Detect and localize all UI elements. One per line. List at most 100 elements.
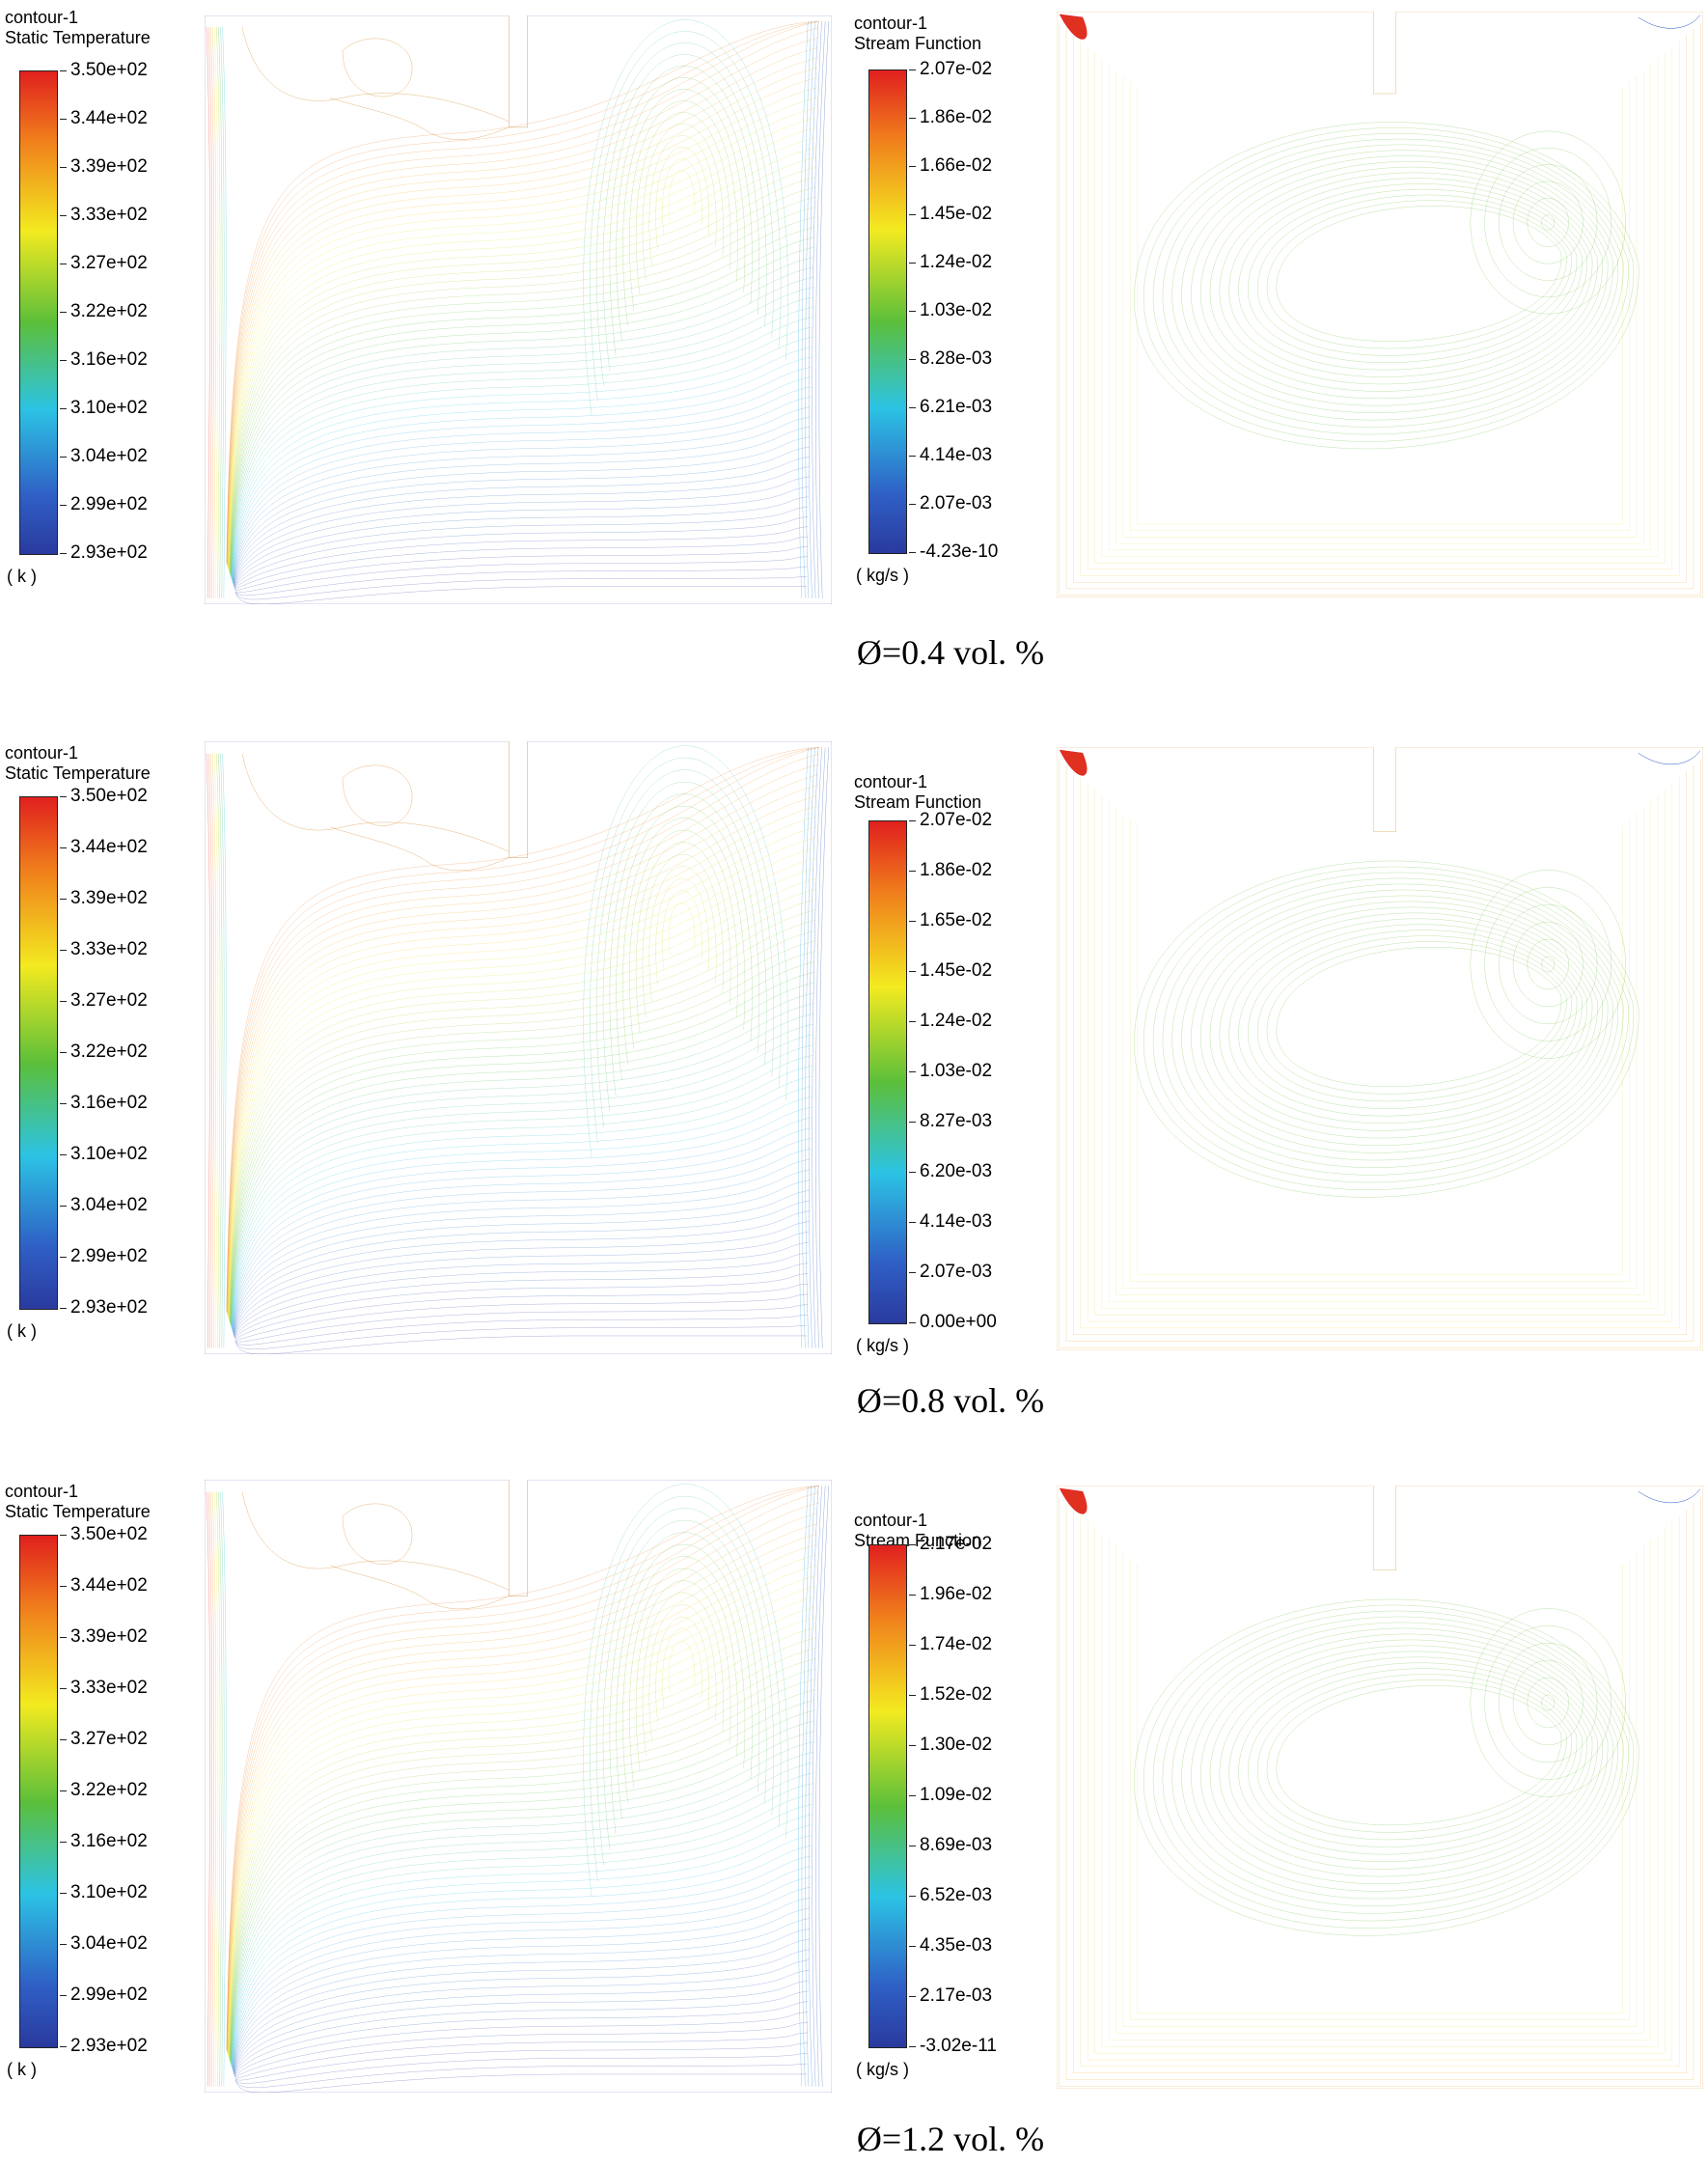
contour-line [234,1887,811,2070]
contour-line [234,467,810,587]
contour-line [819,747,829,1347]
contour-line [234,2002,808,2077]
contour-line [798,1485,808,2086]
contour-line [231,1004,813,1326]
temperature-tick-label: 3.16e+02 [60,1831,148,1851]
contour-line [232,337,812,580]
contour-line [234,407,811,584]
temperature-tick-label: 3.39e+02 [60,1626,148,1647]
contour-line [1257,195,1572,355]
contour-line [1182,890,1613,1160]
contour-line [643,854,724,1017]
contour-line [231,247,814,575]
contour-line [809,1485,818,2086]
contour-line [234,497,809,588]
contour-line [1172,884,1618,1168]
contour-line [229,1617,815,2057]
temperature-unit-label: ( k ) [7,567,37,586]
contour-line [1116,1546,1644,2034]
contour-line [1210,167,1597,391]
stream-tick-label: 6.20e-03 [908,1161,993,1181]
contour-line [1116,70,1644,543]
contour-line [806,1485,815,2086]
contour-line [1081,41,1679,575]
stream-tick-label: 1.52e-02 [908,1684,993,1705]
contour-line [234,1960,810,2075]
stream-tick-label: 2.17e-03 [908,1985,993,2006]
contour-line [584,1485,788,1898]
contour-line [231,1742,813,2065]
contour-line [1109,65,1650,550]
contour-line [232,1784,813,2067]
contour-line [234,477,810,587]
contour-line [1248,930,1577,1109]
contour-line [216,27,220,598]
contour-line [234,1939,810,2073]
contour-line [1143,127,1634,441]
temperature-tick-label: 3.27e+02 [60,990,148,1011]
contour-line [233,1835,812,2068]
contour-line [227,21,818,564]
contour-line [228,88,817,568]
contour-line [234,437,810,585]
contour-line [622,819,744,1065]
temperature-colorbar [19,1535,58,2048]
contour-line [236,2074,808,2093]
stream-tick-label: 1.96e-02 [908,1584,993,1604]
contour-line [232,1024,813,1326]
contour-line [229,1586,817,2056]
contour-line [1138,825,1623,1275]
contour-line [622,1557,744,1803]
contour-line [234,1950,810,2074]
contour-line [1542,215,1555,231]
contour-line [1528,198,1569,247]
contour-line [1138,88,1623,524]
contour-line [343,39,412,97]
temperature-tick-label: 3.16e+02 [60,1093,148,1113]
contour-line [230,920,815,1320]
contour-line [223,27,227,598]
contour-line [212,27,216,598]
contour-line [234,516,808,589]
contour-line [235,567,807,596]
contour-line [1066,29,1694,589]
contour-line [1153,133,1628,434]
temperature-tick-label: 3.44e+02 [60,1575,148,1596]
temperature-tick-label: 3.39e+02 [60,156,148,177]
contour-line [234,457,810,586]
contour-line [1238,183,1582,370]
contour-line [214,27,218,598]
temperature-contour-plot [205,15,832,604]
contour-line [1191,896,1608,1152]
contour-line [227,1485,819,2049]
contour-line [228,1513,818,2052]
contour-line [230,930,815,1321]
stream-tick-label: 1.24e-02 [908,252,993,272]
contour-line [232,327,813,579]
temperature-tick-label: 3.33e+02 [60,1678,148,1698]
contour-line [806,21,815,598]
contour-line [221,1492,225,2087]
contour-line [1123,76,1637,538]
contour-line [231,1732,813,2064]
contour-line [231,258,813,576]
temperature-legend: contour-1 Static Temperature [5,1482,151,1522]
contour-line [235,2022,808,2077]
contour-line [235,1325,807,1349]
contour-line [643,1593,724,1756]
contour-line [228,1524,818,2053]
contour-line [813,21,822,598]
contour-line [232,1055,813,1327]
contour-line [234,1170,811,1334]
contour-line [1153,1611,1628,1921]
contour-line [227,747,818,1312]
contour-line [228,77,817,567]
temperature-tick-label: 3.04e+02 [60,446,148,466]
contour-line [1060,1488,1087,1513]
contour-line [649,135,716,265]
contour-line [229,1596,816,2057]
contour-line [228,817,817,1317]
contour-line [1123,814,1637,1289]
contour-line [1073,771,1686,1335]
contour-line [234,1159,811,1333]
